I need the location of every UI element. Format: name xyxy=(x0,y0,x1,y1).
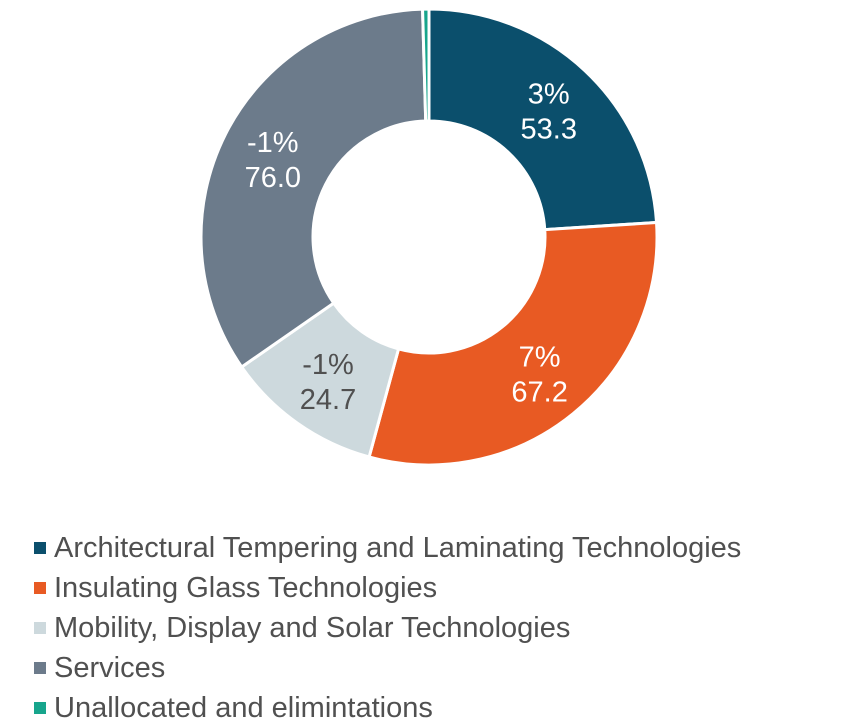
data-label-change-services: -1% xyxy=(247,127,299,159)
legend-swatch-architectural xyxy=(34,542,46,554)
data-label-value-insulating-glass: 67.2 xyxy=(511,377,567,409)
chart-legend: Architectural Tempering and Laminating T… xyxy=(34,528,741,728)
data-label-change-mobility: -1% xyxy=(302,349,354,381)
legend-item-insulating-glass[interactable]: Insulating Glass Technologies xyxy=(34,568,741,608)
legend-item-services[interactable]: Services xyxy=(34,648,741,688)
donut-chart: 3%53.37%67.2-1%24.7-1%76.0 xyxy=(199,7,659,467)
donut-slices xyxy=(199,7,659,467)
legend-swatch-unallocated xyxy=(34,702,46,714)
legend-item-unallocated[interactable]: Unallocated and elimintations xyxy=(34,688,741,728)
legend-label-mobility: Mobility, Display and Solar Technologies xyxy=(54,611,571,644)
slice-unallocated[interactable] xyxy=(421,7,431,123)
data-label-change-insulating-glass: 7% xyxy=(519,342,561,374)
legend-label-architectural: Architectural Tempering and Laminating T… xyxy=(54,531,742,564)
data-label-change-architectural: 3% xyxy=(528,78,570,110)
data-label-value-mobility: 24.7 xyxy=(300,384,356,416)
slice-services[interactable] xyxy=(199,7,428,370)
legend-item-architectural[interactable]: Architectural Tempering and Laminating T… xyxy=(34,528,741,568)
slice-architectural[interactable] xyxy=(427,7,659,232)
legend-swatch-insulating-glass xyxy=(34,582,46,594)
legend-label-services: Services xyxy=(54,651,166,684)
data-label-value-services: 76.0 xyxy=(245,162,301,194)
legend-swatch-services xyxy=(34,662,46,674)
legend-label-unallocated: Unallocated and elimintations xyxy=(54,691,433,724)
legend-label-insulating-glass: Insulating Glass Technologies xyxy=(54,571,438,604)
legend-swatch-mobility xyxy=(34,622,46,634)
data-label-value-architectural: 53.3 xyxy=(521,113,577,145)
slice-insulating-glass[interactable] xyxy=(367,220,659,467)
donut-data-labels: 3%53.37%67.2-1%24.7-1%76.0 xyxy=(245,78,577,416)
legend-item-mobility[interactable]: Mobility, Display and Solar Technologies xyxy=(34,608,741,648)
